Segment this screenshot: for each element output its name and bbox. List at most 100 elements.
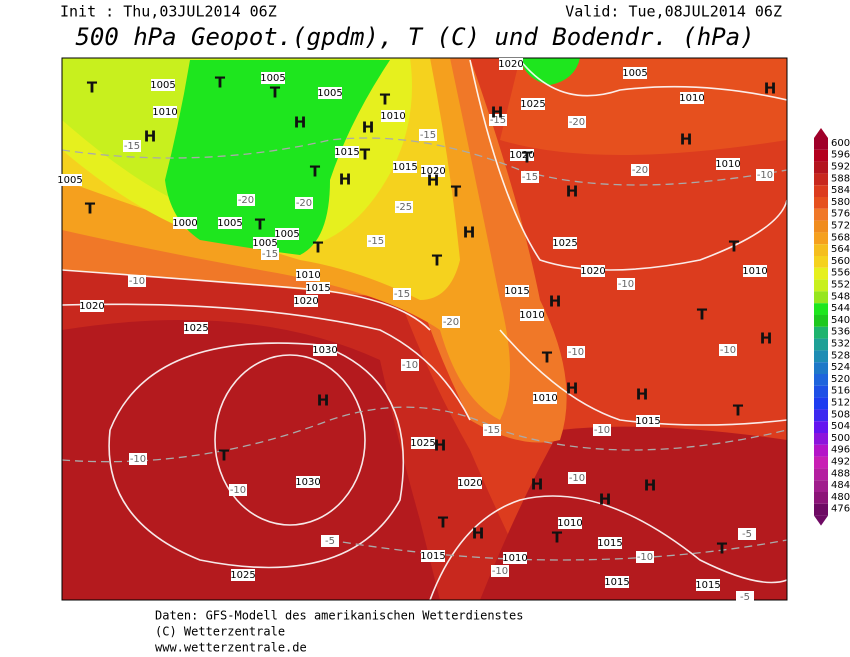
isobar-label: 1025 xyxy=(183,323,208,334)
temperature-label: -10 xyxy=(594,425,610,436)
temperature-label: -15 xyxy=(368,236,384,247)
colorbar-arrow-bottom xyxy=(814,515,828,526)
isobar-label: 1010 xyxy=(152,107,177,118)
colorbar-swatch xyxy=(814,444,828,457)
colorbar-swatch xyxy=(814,409,828,422)
label-box xyxy=(593,424,611,436)
isobar-label: 1005 xyxy=(217,218,242,229)
pressure-center: H xyxy=(434,437,447,455)
isobar-label: 1015 xyxy=(604,577,629,588)
colorbar-swatch xyxy=(814,185,828,197)
pressure-center: H xyxy=(764,80,777,98)
colorbar-swatch xyxy=(814,138,828,150)
colorbar-label: 520 xyxy=(831,374,850,385)
temperature-label: -10 xyxy=(129,276,145,287)
label-box xyxy=(173,217,197,229)
pressure-center: H xyxy=(531,476,544,494)
temperature-label: -15 xyxy=(522,172,538,183)
label-box xyxy=(218,217,242,229)
label-box xyxy=(521,171,539,183)
label-box xyxy=(80,300,104,312)
temperature-label: -5 xyxy=(325,536,335,547)
colorbar-label: 556 xyxy=(831,268,850,279)
pressure-center: H xyxy=(680,131,693,149)
label-box xyxy=(123,140,141,152)
footer-url: www.wetterzentrale.de xyxy=(155,641,307,655)
label-box xyxy=(313,344,337,356)
temperature-label: -15 xyxy=(124,141,140,152)
temperature-label: -20 xyxy=(569,117,585,128)
temperature-label: -20 xyxy=(296,198,312,209)
label-box xyxy=(738,528,756,540)
temperature-label: -15 xyxy=(490,115,506,126)
pressure-center: T xyxy=(219,447,230,465)
colorbar-label: 576 xyxy=(831,209,850,220)
label-box xyxy=(736,591,754,603)
label-box xyxy=(275,228,299,240)
colorbar-swatch xyxy=(814,362,828,374)
isobar-label: 1015 xyxy=(695,580,720,591)
pressure-center: T xyxy=(438,514,449,532)
colorbar-swatch xyxy=(814,456,828,469)
init-time: Init : Thu,03JUL2014 06Z xyxy=(60,3,277,21)
label-box xyxy=(510,149,534,161)
label-box xyxy=(533,392,557,404)
pressure-center: T xyxy=(451,183,462,201)
colorbar-swatch xyxy=(814,149,828,162)
footer-source: Daten: GFS-Modell des amerikanischen Wet… xyxy=(155,609,523,623)
isobar-label: 1025 xyxy=(552,238,577,249)
label-box xyxy=(295,197,313,209)
label-box xyxy=(680,92,704,104)
colorbar-swatch xyxy=(814,303,828,315)
label-box xyxy=(483,424,501,436)
colorbar-swatch xyxy=(814,385,828,398)
colorbar-label: 528 xyxy=(831,350,850,361)
isobar-label: 1000 xyxy=(172,218,197,229)
isobar-label: 1005 xyxy=(260,73,285,84)
label-box xyxy=(253,237,277,249)
pressure-center: T xyxy=(215,74,226,92)
colorbar-label: 540 xyxy=(831,315,850,326)
label-box xyxy=(567,346,585,358)
pressure-center: T xyxy=(729,238,740,256)
colorbar-label: 592 xyxy=(831,162,850,173)
label-box xyxy=(421,165,445,177)
pressure-center: T xyxy=(522,149,533,167)
label-box xyxy=(401,359,419,371)
label-box xyxy=(58,174,82,186)
isobar-label: 1015 xyxy=(392,162,417,173)
colorbar-label: 524 xyxy=(831,362,850,373)
pressure-center: H xyxy=(317,392,330,410)
isobar-label: 1010 xyxy=(715,159,740,170)
pressure-center: T xyxy=(85,200,96,218)
label-box xyxy=(261,248,279,260)
isobar-label: 1020 xyxy=(420,166,445,177)
isobar-label: 1005 xyxy=(252,238,277,249)
colorbar-swatch xyxy=(814,208,828,221)
isobar-label: 1015 xyxy=(635,416,660,427)
label-box xyxy=(491,565,509,577)
colorbar-label: 560 xyxy=(831,256,850,267)
isobar-label: 1005 xyxy=(150,80,175,91)
pressure-center: H xyxy=(491,104,504,122)
isobar-label: 1025 xyxy=(230,570,255,581)
label-box xyxy=(231,569,255,581)
label-box xyxy=(636,551,654,563)
label-box xyxy=(743,265,767,277)
temperature-label: -15 xyxy=(262,249,278,260)
colorbar-label: 488 xyxy=(831,468,850,479)
label-box xyxy=(367,235,385,247)
label-box xyxy=(153,106,177,118)
label-box xyxy=(421,550,445,562)
colorbar-swatch xyxy=(814,197,828,209)
temperature-label: -25 xyxy=(396,202,412,213)
temperature-label: -10 xyxy=(130,454,146,465)
label-box xyxy=(553,237,577,249)
isobar-label: 1010 xyxy=(742,266,767,277)
isobar-label: 1005 xyxy=(622,68,647,79)
colorbar-label: 532 xyxy=(831,339,850,350)
label-box xyxy=(521,98,545,110)
colorbar-swatch xyxy=(814,267,828,280)
isobar-label: 1020 xyxy=(580,266,605,277)
